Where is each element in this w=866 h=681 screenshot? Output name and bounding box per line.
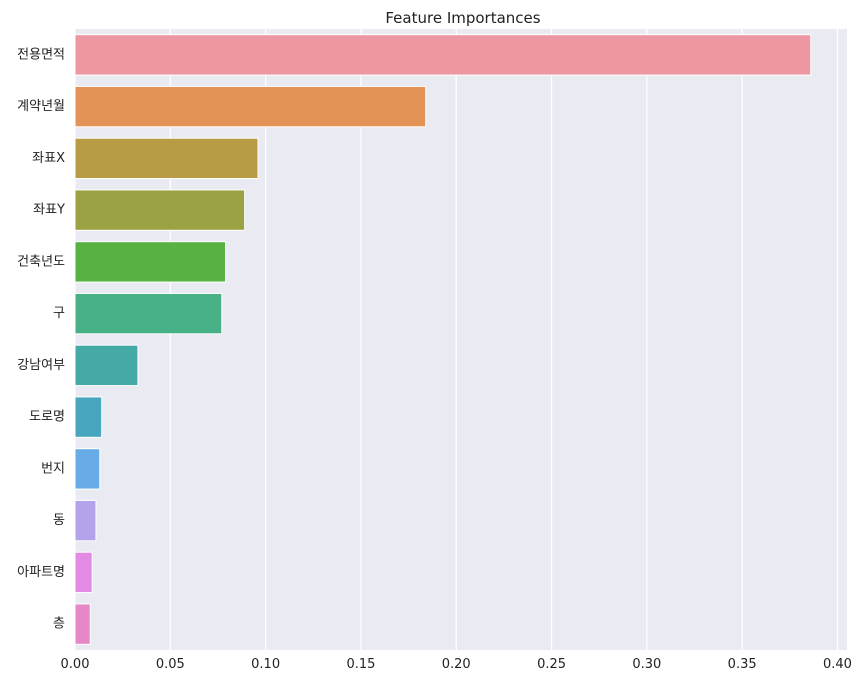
chart-title: Feature Importances bbox=[385, 9, 540, 27]
y-category-label: 아파트명 bbox=[17, 565, 65, 580]
bar-6 bbox=[74, 344, 139, 387]
grid-lines bbox=[74, 29, 839, 650]
bar-9 bbox=[74, 499, 97, 542]
x-tick-label: 0.25 bbox=[537, 657, 566, 672]
x-tick-label: 0.05 bbox=[156, 657, 185, 672]
bar-5 bbox=[74, 292, 223, 335]
y-category-label: 번지 bbox=[41, 461, 65, 476]
x-tick-label: 0.35 bbox=[728, 657, 757, 672]
y-category-label: 건축년도 bbox=[17, 254, 65, 269]
y-category-label: 좌표X bbox=[32, 151, 65, 166]
y-category-label: 층 bbox=[53, 617, 65, 632]
y-category-label: 전용면적 bbox=[17, 47, 65, 62]
x-tick-label: 0.15 bbox=[346, 657, 375, 672]
x-tick-label: 0.30 bbox=[632, 657, 661, 672]
bar-0 bbox=[74, 34, 812, 76]
x-tick-label: 0.20 bbox=[442, 657, 471, 672]
plot-background bbox=[75, 29, 847, 650]
bar-11 bbox=[74, 603, 91, 645]
bar-3 bbox=[74, 189, 246, 231]
y-category-label: 구 bbox=[53, 306, 65, 321]
x-axis-labels: 0.00 0.05 0.10 0.15 0.20 0.25 0.30 0.35 0.40 bbox=[61, 657, 852, 672]
bar-7 bbox=[74, 396, 103, 438]
x-tick-label: 0.00 bbox=[61, 657, 90, 672]
y-category-label: 강남여부 bbox=[17, 358, 65, 373]
bar-1 bbox=[74, 85, 427, 128]
y-category-label: 도로명 bbox=[29, 410, 65, 425]
y-category-label: 계약년월 bbox=[17, 99, 65, 114]
bar-4 bbox=[74, 241, 227, 283]
bars bbox=[74, 34, 812, 645]
x-tick-label: 0.40 bbox=[823, 657, 852, 672]
bar-8 bbox=[74, 448, 101, 490]
x-tick-label: 0.10 bbox=[251, 657, 280, 672]
bar-2 bbox=[74, 137, 259, 180]
y-category-label: 좌표Y bbox=[33, 203, 65, 218]
bar-10 bbox=[74, 551, 93, 594]
y-category-label: 동 bbox=[53, 513, 65, 528]
